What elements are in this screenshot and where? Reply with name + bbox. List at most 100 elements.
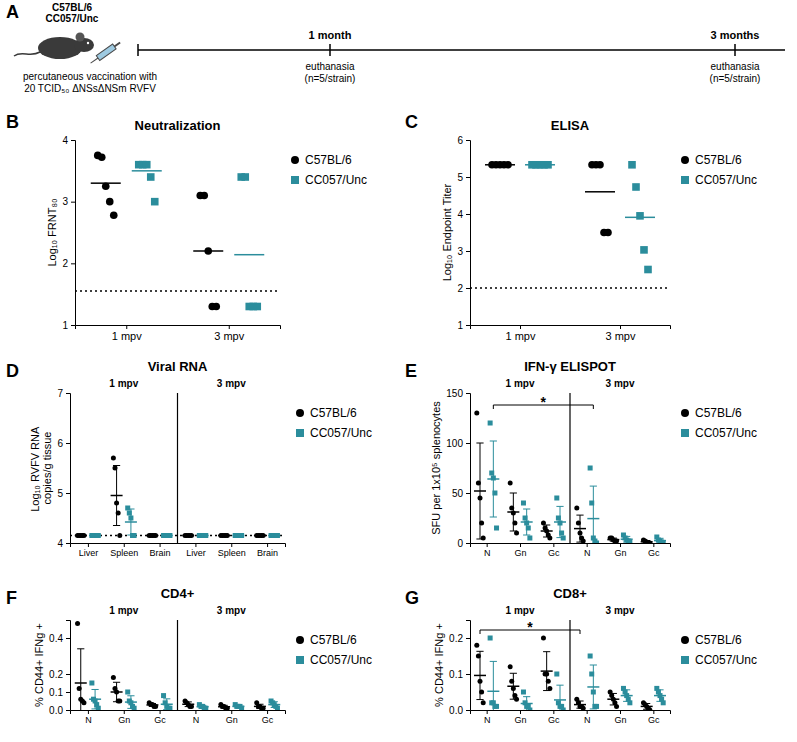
data-point <box>161 693 166 698</box>
y-axis-title: Log₁₀ Endpoint Titer <box>441 183 453 281</box>
mean-line <box>268 704 280 706</box>
x-tick-label: Liver <box>186 548 206 558</box>
x-tick-label: Gn <box>614 715 626 725</box>
data-point <box>554 672 559 677</box>
data-point <box>628 161 636 169</box>
x-tick: 1 mpv <box>112 325 142 342</box>
y-tick: 0.0 <box>49 705 70 716</box>
x-tick-label: Gc <box>548 548 560 558</box>
x-tick-label: Gn <box>226 715 238 725</box>
data-point <box>576 521 581 526</box>
y-tick: 2 <box>457 283 470 294</box>
plot-marks <box>75 621 281 710</box>
mean-line <box>132 170 162 172</box>
mean-line <box>521 521 533 523</box>
panel-letter: D <box>6 361 19 381</box>
x-tick-label: N <box>85 715 92 725</box>
mean-line <box>521 703 533 705</box>
y-tick-mark <box>71 325 75 326</box>
x-tick-label: Brain <box>150 548 171 558</box>
error-cap <box>556 685 563 686</box>
series <box>75 621 266 710</box>
legend-label: CC057/Unc <box>695 173 757 187</box>
panel-letter: F <box>6 588 17 608</box>
mean-line <box>89 535 101 537</box>
x-tick-label: N <box>484 548 491 558</box>
error-cap <box>127 695 134 696</box>
data-point <box>81 700 86 705</box>
y-tick-label: 1 <box>457 320 463 331</box>
data-point <box>489 471 494 476</box>
mean-line <box>146 535 158 537</box>
series <box>525 161 655 273</box>
x-tick-label: Gc <box>648 715 660 725</box>
timepoint-label: 3 months <box>711 29 760 41</box>
y-axis-line <box>466 621 471 711</box>
y-tick-mark <box>71 202 75 203</box>
mean-line <box>621 695 633 697</box>
data-point <box>492 491 497 496</box>
error-cap <box>510 673 517 674</box>
mean-line <box>254 706 266 708</box>
x-tick: Gn <box>614 710 626 725</box>
x-axis-line <box>471 544 671 548</box>
mean-line <box>232 706 244 708</box>
mean-line <box>574 704 586 706</box>
y-tick: 4 <box>57 538 70 549</box>
series <box>91 152 224 311</box>
series <box>485 161 615 236</box>
chart-panel: BNeutralization12341 mpv3 mpvLog₁₀ FRNT₈… <box>6 112 367 342</box>
x-tick-mark <box>487 543 488 547</box>
timepoint-group: (n=5/strain) <box>710 73 761 84</box>
data-point <box>508 664 513 669</box>
y-tick-mark <box>66 692 70 693</box>
legend-label: C57BL/6 <box>695 153 742 167</box>
x-tick-label: 3 mpv <box>606 330 636 342</box>
data-point <box>589 672 594 677</box>
error-cap <box>490 441 497 442</box>
mean-line <box>75 535 87 537</box>
x-axis-line <box>71 544 286 548</box>
x-tick-label: Gn <box>118 715 130 725</box>
legend-marker <box>291 176 299 184</box>
error-cap <box>523 509 530 510</box>
x-tick: 1 mpv <box>506 325 536 342</box>
data-point <box>494 704 499 709</box>
error-cap <box>556 506 563 507</box>
mean-line <box>585 191 615 193</box>
x-tick: Gn <box>118 710 130 725</box>
mean-line <box>111 691 123 693</box>
data-point <box>647 708 652 711</box>
error-cap <box>590 486 597 487</box>
mean-line <box>161 703 173 705</box>
syringe-needle <box>91 58 98 63</box>
y-tick-label: 0.0 <box>449 705 463 716</box>
strain-label: C57BL/6 <box>52 2 92 13</box>
y-axis: 0.00.10.20.4 <box>49 621 70 716</box>
timeline-start <box>137 44 139 56</box>
data-point <box>89 681 94 686</box>
syringe-icon <box>89 40 122 66</box>
error-cap <box>113 682 120 683</box>
data-point <box>127 511 132 516</box>
y-axis: 050100150 <box>446 388 470 549</box>
y-tick: 3 <box>457 246 470 257</box>
y-tick: 50 <box>452 488 470 499</box>
x-tick: Liver <box>79 543 99 558</box>
data-point <box>554 496 559 501</box>
x-axis: NGnGcNGnGc <box>71 710 286 725</box>
data-point <box>526 526 531 531</box>
error-cap <box>163 698 170 699</box>
data-point <box>661 700 666 705</box>
y-tick-label: 0.4 <box>49 633 63 644</box>
mean-line <box>485 164 515 166</box>
x-axis-line <box>76 326 281 330</box>
legend-marker <box>681 409 689 417</box>
mean-line <box>574 528 586 530</box>
x-tick: Gc <box>262 710 274 725</box>
y-tick: 100 <box>446 438 470 449</box>
data-point <box>521 690 526 695</box>
timepoint-event: euthanasia <box>711 61 760 72</box>
y-tick-mark <box>466 443 470 444</box>
mean-line <box>91 182 121 184</box>
